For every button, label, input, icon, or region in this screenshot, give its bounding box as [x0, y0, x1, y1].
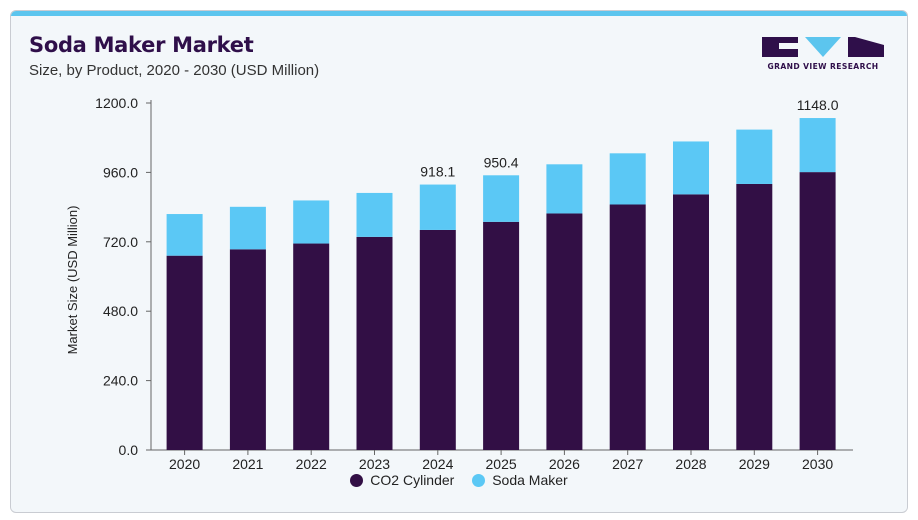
bar-co2-cylinder-2022 — [293, 243, 330, 450]
legend-label-co2-cylinder: CO2 Cylinder — [370, 472, 455, 488]
logo-text: GRAND VIEW RESEARCH — [767, 62, 879, 71]
legend-swatch-soda-maker — [472, 473, 486, 487]
chart-title: Soda Maker Market — [29, 33, 254, 57]
bar-soda-maker-2020 — [166, 214, 203, 256]
x-tick-label: 2028 — [675, 456, 706, 472]
y-axis-title: Market Size (USD Million) — [65, 206, 80, 355]
y-tick-label: 1200.0 — [95, 95, 138, 111]
bar-soda-maker-2021 — [229, 206, 266, 250]
bar-co2-cylinder-2028 — [673, 194, 709, 450]
x-tick-label: 2027 — [612, 456, 643, 472]
grand-view-research-logo: GRAND VIEW RESEARCH — [759, 35, 887, 83]
bar-soda-maker-2030 — [799, 118, 836, 173]
accent-bar — [11, 11, 907, 16]
bar-soda-maker-2025 — [483, 175, 520, 222]
bar-co2-cylinder-2023 — [356, 236, 393, 450]
logo-slash-right — [855, 37, 884, 45]
bar-soda-maker-2028 — [673, 141, 709, 195]
legend-item-soda-maker: Soda Maker — [472, 472, 568, 488]
bar-soda-maker-2027 — [609, 153, 646, 205]
bar-soda-maker-2023 — [356, 192, 393, 237]
logo-chevron — [805, 37, 841, 57]
x-tick-label: 2023 — [359, 456, 390, 472]
data-label-2030: 1148.0 — [797, 97, 839, 113]
logo-notch-left — [779, 43, 798, 49]
bar-co2-cylinder-2029 — [736, 183, 773, 450]
x-tick-label: 2030 — [802, 456, 833, 472]
x-tick-label: 2020 — [169, 456, 200, 472]
bar-co2-cylinder-2026 — [546, 213, 583, 450]
legend-swatch-co2-cylinder — [350, 473, 364, 487]
x-tick-label: 2026 — [549, 456, 580, 472]
y-tick-label: 720.0 — [103, 234, 138, 250]
bar-co2-cylinder-2030 — [799, 172, 836, 450]
bar-soda-maker-2026 — [546, 164, 583, 214]
bar-co2-cylinder-2024 — [419, 229, 456, 450]
bar-soda-maker-2024 — [419, 184, 456, 230]
data-label-2024: 918.1 — [420, 164, 455, 180]
data-label-2025: 950.4 — [484, 154, 519, 170]
y-tick-label: 480.0 — [103, 303, 138, 319]
bar-soda-maker-2029 — [736, 129, 773, 184]
legend: CO2 Cylinder Soda Maker — [0, 472, 918, 490]
bar-co2-cylinder-2020 — [166, 255, 203, 450]
y-tick-label: 240.0 — [103, 373, 138, 389]
chart-subtitle: Size, by Product, 2020 - 2030 (USD Milli… — [29, 62, 320, 79]
x-tick-label: 2021 — [232, 456, 263, 472]
bar-co2-cylinder-2027 — [609, 204, 646, 450]
logo-mark — [762, 37, 884, 57]
y-tick-label: 0.0 — [119, 442, 139, 458]
bar-soda-maker-2022 — [293, 200, 330, 244]
x-tick-label: 2024 — [422, 456, 453, 472]
legend-item-co2-cylinder: CO2 Cylinder — [350, 472, 454, 488]
bar-co2-cylinder-2021 — [229, 249, 266, 450]
bar-co2-cylinder-2025 — [483, 221, 520, 450]
legend-label-soda-maker: Soda Maker — [492, 472, 568, 488]
x-tick-label: 2025 — [486, 456, 517, 472]
x-tick-label: 2029 — [739, 456, 770, 472]
x-tick-label: 2022 — [296, 456, 327, 472]
y-tick-label: 960.0 — [103, 164, 138, 180]
